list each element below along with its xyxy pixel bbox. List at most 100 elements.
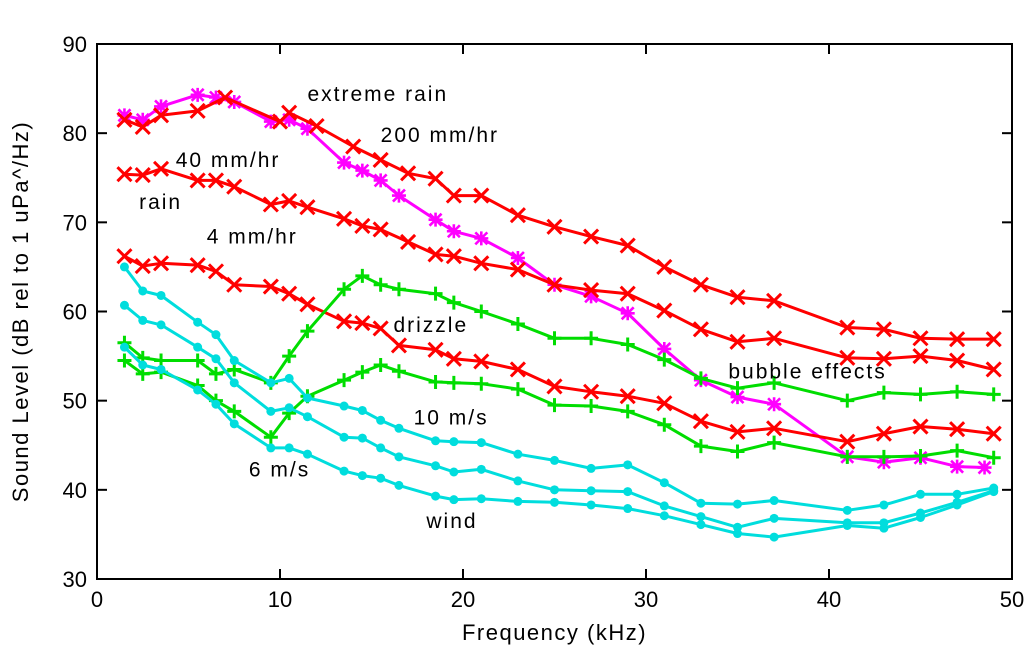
data-point — [357, 433, 367, 443]
data-point — [547, 331, 562, 346]
data-point — [510, 316, 525, 331]
data-point — [950, 384, 965, 399]
data-point — [431, 491, 441, 501]
data-point — [262, 196, 279, 213]
data-point — [208, 90, 223, 105]
ticks-layer: 0 10 20 30 40 50 30 40 50 60 70 80 90 — [63, 32, 1025, 612]
data-point — [696, 512, 706, 522]
data-point — [657, 341, 672, 356]
data-point — [445, 187, 462, 204]
data-point — [875, 350, 892, 367]
data-point — [733, 522, 742, 532]
data-point — [949, 352, 966, 369]
series-6 — [119, 262, 999, 515]
data-point — [730, 381, 745, 396]
data-point — [156, 364, 166, 374]
data-point — [190, 353, 205, 368]
data-point — [189, 102, 206, 119]
data-point — [986, 387, 1001, 402]
data-point — [696, 498, 706, 508]
data-point — [656, 395, 673, 412]
data-point — [769, 532, 779, 542]
data-point — [513, 476, 523, 486]
data-point — [282, 349, 297, 364]
data-point — [355, 268, 370, 283]
data-point — [916, 512, 925, 522]
data-point — [152, 107, 170, 124]
data-point — [659, 501, 669, 511]
data-point — [266, 443, 276, 453]
data-point — [211, 330, 221, 340]
data-point — [767, 375, 782, 390]
data-point — [729, 423, 746, 440]
data-point — [766, 420, 783, 437]
data-point — [156, 290, 166, 300]
data-point — [619, 285, 636, 302]
annotation-label: 4 mm/hr — [207, 226, 298, 249]
data-point — [583, 383, 600, 400]
data-point — [729, 289, 746, 306]
data-point — [227, 404, 242, 419]
data-point — [281, 192, 298, 209]
data-point — [373, 277, 388, 292]
data-point — [729, 333, 746, 350]
data-point — [584, 289, 599, 304]
annotation-label: rain — [139, 191, 182, 214]
data-point — [876, 385, 891, 400]
y-tick-label: 40 — [63, 478, 87, 503]
data-point — [767, 397, 782, 412]
series-1 — [116, 89, 1002, 348]
data-point — [302, 393, 312, 403]
data-point — [400, 233, 417, 251]
data-point — [623, 460, 633, 470]
data-point — [840, 449, 855, 464]
data-point — [373, 358, 388, 372]
data-point — [354, 315, 371, 332]
x-tick-label: 10 — [268, 587, 292, 612]
data-point — [912, 348, 929, 365]
data-point — [229, 419, 239, 429]
data-point — [116, 248, 133, 265]
data-point — [152, 255, 170, 272]
x-tick-label: 30 — [634, 587, 658, 612]
data-point — [138, 286, 148, 296]
data-point — [308, 117, 325, 135]
data-point — [376, 443, 386, 453]
data-point — [659, 478, 669, 488]
data-point — [337, 282, 352, 297]
data-point — [842, 505, 852, 515]
data-point — [692, 276, 709, 293]
data-point — [473, 353, 490, 370]
data-point — [767, 435, 782, 450]
data-point — [391, 188, 406, 203]
data-point — [263, 114, 278, 129]
data-point — [839, 319, 856, 336]
data-point — [620, 306, 635, 321]
data-point — [394, 452, 404, 462]
x-axis-label: Frequency (kHz) — [462, 620, 647, 645]
data-point — [119, 262, 129, 272]
data-point — [474, 304, 489, 319]
data-point — [117, 108, 132, 123]
data-point — [354, 217, 371, 234]
data-point — [355, 365, 370, 380]
data-point — [355, 163, 370, 178]
data-point — [619, 388, 636, 405]
data-point — [839, 433, 856, 450]
data-point — [152, 160, 170, 177]
data-point — [550, 485, 559, 495]
data-point — [474, 231, 489, 246]
annotation-label: extreme rain — [307, 83, 448, 106]
data-point — [335, 210, 353, 227]
data-point — [473, 255, 490, 272]
data-point — [207, 172, 225, 189]
data-point — [431, 461, 441, 471]
data-point — [986, 450, 1001, 465]
data-point — [299, 296, 316, 313]
data-point — [263, 430, 278, 445]
data-point — [135, 112, 150, 127]
data-point — [281, 104, 298, 121]
data-point — [357, 471, 367, 481]
data-point — [550, 455, 559, 465]
data-point — [208, 366, 223, 381]
